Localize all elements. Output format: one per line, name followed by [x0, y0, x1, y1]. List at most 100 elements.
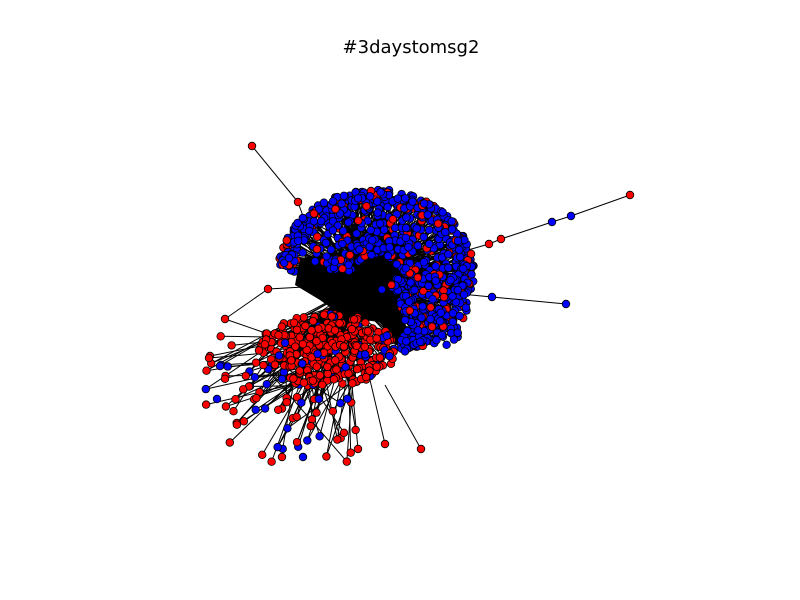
- blue-node: [418, 302, 427, 311]
- blue-node: [403, 326, 412, 336]
- graph-edge: [500, 221, 553, 240]
- red-node: [353, 365, 362, 374]
- graph-edge: [369, 379, 386, 445]
- blue-node: [438, 208, 447, 217]
- red-node: [201, 400, 211, 409]
- blue-node: [459, 290, 469, 299]
- blue-node: [310, 257, 320, 266]
- blue-node: [298, 213, 307, 223]
- red-node: [327, 312, 336, 321]
- graph-edge: [570, 194, 631, 217]
- blue-node: [283, 424, 292, 433]
- blue-node: [408, 197, 417, 206]
- red-node: [229, 407, 238, 416]
- blue-node: [404, 297, 414, 306]
- blue-node: [449, 335, 459, 344]
- blue-node: [328, 226, 338, 235]
- red-node: [232, 420, 242, 429]
- red-node: [361, 372, 371, 382]
- blue-node: [424, 281, 433, 291]
- red-node: [466, 249, 476, 258]
- blue-node: [453, 285, 462, 295]
- red-node: [361, 318, 370, 327]
- red-node: [260, 340, 270, 349]
- blue-node: [383, 251, 393, 261]
- blue-node: [467, 270, 476, 279]
- blue-outlier-node: [215, 361, 225, 371]
- red-outlier-node: [625, 190, 635, 200]
- blue-node: [431, 276, 440, 285]
- blue-node: [313, 349, 322, 359]
- blue-node: [319, 198, 329, 207]
- red-node: [419, 286, 428, 296]
- red-node: [302, 345, 311, 355]
- blue-node: [456, 252, 465, 262]
- red-outlier-node: [220, 314, 230, 324]
- blue-node: [383, 202, 392, 212]
- blue-node: [274, 351, 284, 360]
- red-node: [439, 292, 449, 302]
- red-node: [347, 324, 357, 334]
- red-node: [372, 362, 381, 371]
- blue-node: [426, 314, 435, 324]
- blue-node: [321, 238, 331, 248]
- blue-node: [262, 380, 271, 389]
- blue-node: [294, 236, 303, 245]
- red-node: [295, 333, 304, 342]
- blue-node: [376, 187, 385, 197]
- blue-node: [355, 245, 364, 254]
- blue-node: [441, 227, 450, 237]
- blue-node: [314, 394, 324, 404]
- red-node: [338, 264, 347, 273]
- red-node: [220, 374, 230, 383]
- red-outlier-node: [293, 197, 303, 207]
- red-node: [315, 371, 325, 380]
- blue-node: [343, 394, 352, 403]
- red-node: [291, 342, 300, 351]
- red-node: [372, 334, 381, 343]
- dense-edge-core: [295, 248, 412, 345]
- blue-node: [393, 194, 402, 203]
- blue-node: [459, 264, 468, 273]
- blue-node: [447, 225, 457, 234]
- blue-node: [432, 335, 441, 345]
- blue-node: [368, 235, 377, 245]
- red-outlier-node: [380, 439, 390, 449]
- blue-node: [437, 331, 447, 340]
- blue-node: [367, 250, 376, 260]
- blue-node: [377, 285, 387, 294]
- red-outlier-node: [247, 141, 257, 151]
- red-node: [360, 342, 369, 351]
- blue-node: [298, 359, 307, 368]
- blue-outlier-node: [487, 292, 497, 302]
- blue-node: [444, 263, 453, 272]
- red-node: [328, 407, 338, 416]
- blue-node: [428, 295, 437, 304]
- red-node: [308, 316, 318, 326]
- red-node: [354, 216, 363, 225]
- blue-node: [380, 225, 389, 234]
- red-node: [231, 395, 240, 404]
- blue-node: [417, 313, 426, 322]
- red-node: [331, 204, 340, 214]
- blue-node: [284, 253, 294, 263]
- blue-node: [385, 242, 394, 252]
- blue-outlier-node: [547, 217, 557, 227]
- red-node: [348, 379, 357, 388]
- red-node: [274, 331, 283, 340]
- blue-node: [419, 232, 428, 242]
- blue-node: [328, 197, 338, 206]
- blue-node: [400, 347, 410, 356]
- red-node: [299, 313, 308, 322]
- graph-edge: [251, 145, 299, 203]
- blue-node: [375, 219, 385, 228]
- red-node: [312, 362, 321, 371]
- graph-edge: [351, 384, 359, 450]
- blue-node: [344, 260, 353, 269]
- red-node: [312, 244, 322, 254]
- blue-node: [317, 216, 326, 226]
- red-node: [339, 428, 349, 437]
- blue-node: [251, 405, 260, 414]
- red-node: [339, 342, 349, 351]
